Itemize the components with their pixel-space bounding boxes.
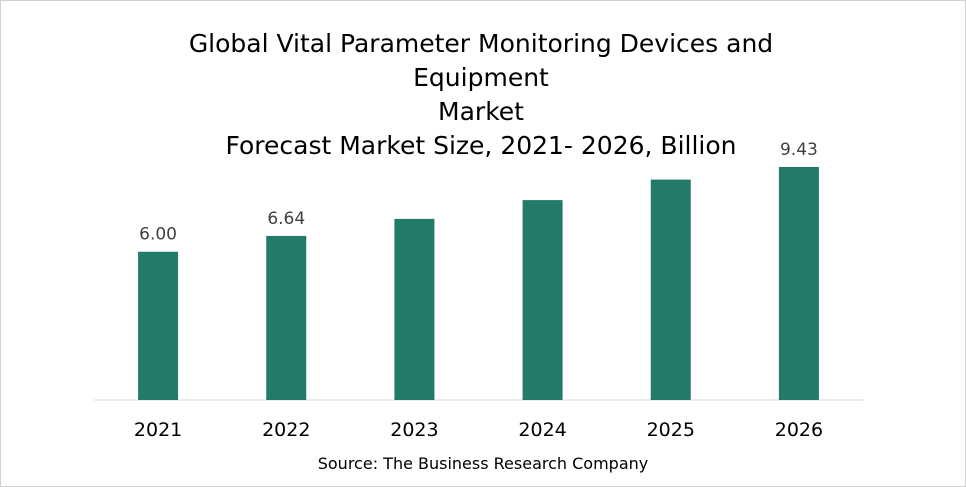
data-label-2026: 9.43 xyxy=(780,140,818,160)
chart-title: Global Vital Parameter Monitoring Device… xyxy=(121,27,841,163)
data-label-2022: 6.64 xyxy=(267,209,305,229)
bar-2025 xyxy=(650,179,691,400)
x-tick-label-2024: 2024 xyxy=(518,419,566,441)
bar-2021 xyxy=(138,251,179,400)
bar-chart: 2021 6.00 2022 6.64 2023 2024 2025 2026 9.43 xyxy=(94,140,863,441)
x-tick-label-2025: 2025 xyxy=(647,419,695,441)
chart-title-line-2: Market xyxy=(438,97,524,126)
bar-2022 xyxy=(266,235,307,400)
bar-2023 xyxy=(394,218,435,400)
chart-title-line-3: Forecast Market Size, 2021- 2026, Billio… xyxy=(225,131,737,160)
x-tick-label-2023: 2023 xyxy=(390,419,438,441)
bar-2026 xyxy=(778,167,819,400)
x-tick-label-2022: 2022 xyxy=(262,419,310,441)
bar-2024 xyxy=(522,200,563,400)
chart-title-line-1: Global Vital Parameter Monitoring Device… xyxy=(188,29,774,92)
data-label-2021: 6.00 xyxy=(139,225,177,245)
x-tick-label-2021: 2021 xyxy=(134,419,182,441)
source-note: Source: The Business Research Company xyxy=(317,454,649,473)
x-tick-label-2026: 2026 xyxy=(775,419,823,441)
